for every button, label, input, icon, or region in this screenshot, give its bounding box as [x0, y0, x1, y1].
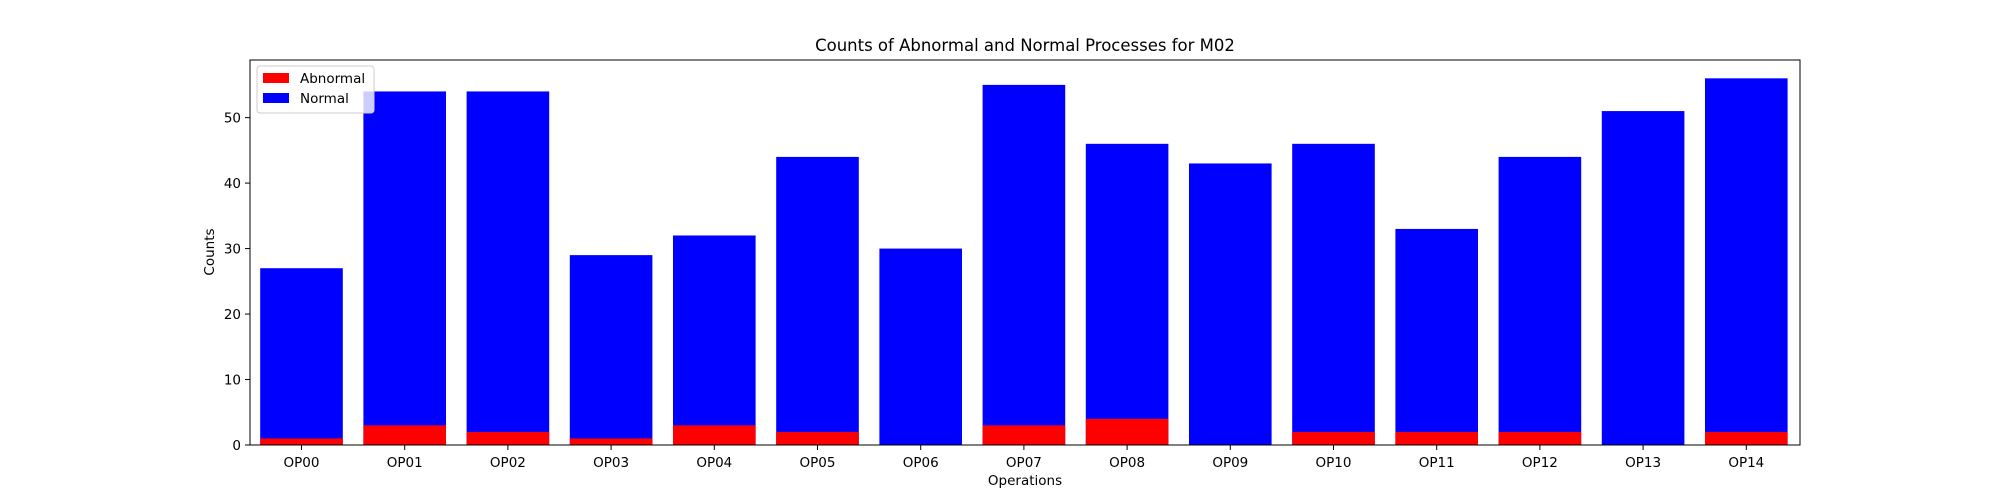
x-tick-label: OP03: [593, 455, 629, 471]
y-axis-ticks: 0 10 20 30 40 50: [224, 111, 250, 454]
bar-abnormal-op12: [1498, 431, 1582, 445]
legend: Abnormal Normal: [256, 65, 375, 114]
x-tick-label: OP02: [490, 455, 526, 471]
bar-normal-op14: [1705, 78, 1788, 445]
legend-swatch-normal: [263, 93, 289, 103]
legend-swatch-abnormal: [263, 73, 289, 83]
bar-normal-op11: [1395, 228, 1478, 445]
bar-normal-op09: [1189, 163, 1272, 445]
bar-abnormal-op04: [673, 425, 756, 445]
bar-normal-op12: [1498, 156, 1582, 445]
bar-abnormal-op11: [1395, 431, 1478, 445]
x-tick-label: OP08: [1109, 455, 1145, 471]
x-tick-label: OP07: [1006, 455, 1042, 471]
bar-abnormal-op00: [260, 438, 343, 445]
x-axis-label: Operations: [988, 473, 1062, 489]
x-tick-label: OP01: [387, 455, 423, 471]
plot-frame: [249, 59, 1801, 446]
bar-abnormal-op01: [363, 425, 446, 445]
y-tick-label: 0: [232, 438, 241, 454]
legend-label-abnormal: Abnormal: [300, 71, 365, 87]
x-tick-label: OP05: [800, 455, 836, 471]
y-tick-label: 20: [224, 307, 241, 323]
bar-abnormal-op05: [776, 431, 859, 445]
bars-layer: [260, 78, 1788, 446]
bar-normal-op00: [260, 268, 343, 445]
x-tick-label: OP04: [696, 455, 732, 471]
bar-normal-op06: [879, 248, 962, 445]
bar-normal-op03: [569, 255, 653, 445]
y-tick-label: 40: [224, 176, 241, 192]
bar-normal-op08: [1085, 143, 1169, 445]
bar-normal-op05: [776, 156, 859, 445]
bar-abnormal-op02: [466, 431, 550, 445]
y-axis-label: Counts: [202, 228, 218, 275]
bar-abnormal-op08: [1085, 418, 1169, 445]
y-tick-label: 30: [224, 242, 241, 258]
x-tick-label: OP14: [1728, 455, 1764, 471]
chart-title: Counts of Abnormal and Normal Processes …: [815, 36, 1235, 55]
bar-normal-op01: [363, 91, 446, 446]
y-tick-label: 10: [224, 373, 241, 389]
x-axis-ticks: OP00 OP01 OP02 OP03 OP04 OP05 OP06 OP07 OP08 OP09…: [284, 445, 1764, 471]
bar-normal-op07: [982, 84, 1066, 445]
x-tick-label: OP12: [1522, 455, 1558, 471]
bar-abnormal-op14: [1705, 431, 1788, 445]
x-tick-label: OP00: [284, 455, 320, 471]
legend-label-normal: Normal: [300, 91, 349, 107]
x-tick-label: OP06: [903, 455, 939, 471]
x-tick-label: OP10: [1316, 455, 1352, 471]
x-tick-label: OP09: [1212, 455, 1248, 471]
bar-abnormal-op07: [982, 425, 1066, 445]
bar-normal-op04: [673, 235, 756, 445]
bar-abnormal-op03: [569, 438, 653, 445]
bar-normal-op10: [1292, 143, 1375, 445]
bar-normal-op02: [466, 91, 550, 446]
y-tick-label: 50: [224, 111, 241, 127]
bar-normal-op13: [1601, 111, 1685, 445]
x-tick-label: OP11: [1419, 455, 1455, 471]
x-tick-label: OP13: [1625, 455, 1661, 471]
bar-abnormal-op10: [1292, 431, 1375, 445]
